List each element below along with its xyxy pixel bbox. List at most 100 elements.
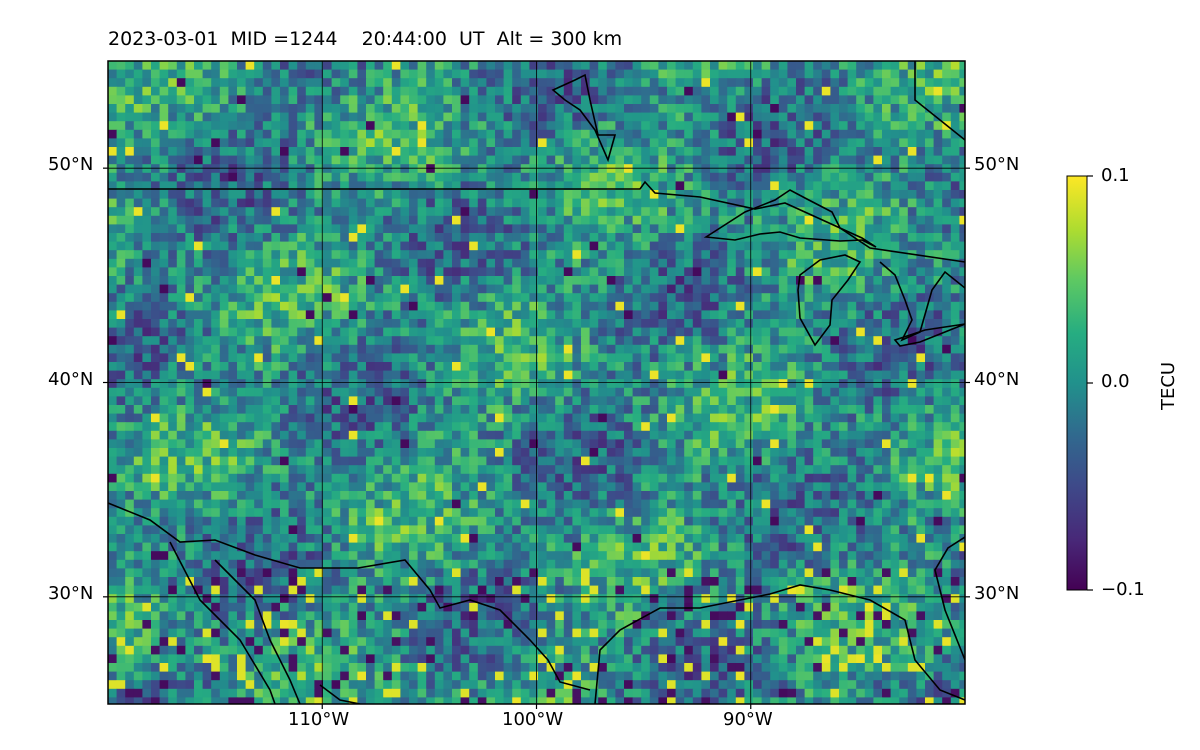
tec-cell: [925, 95, 935, 105]
tec-cell: [245, 95, 255, 105]
tec-cell: [503, 301, 513, 311]
tec-cell: [821, 344, 831, 354]
tec-cell: [727, 86, 737, 96]
tec-cell: [555, 104, 565, 114]
tec-cell: [624, 104, 634, 114]
tec-cell: [151, 327, 161, 337]
tec-cell: [624, 353, 634, 363]
tec-cell: [684, 172, 694, 182]
tec-cell: [159, 267, 169, 277]
tec-cell: [735, 353, 745, 363]
tec-cell: [262, 147, 272, 157]
tec-cell: [641, 430, 651, 440]
tec-cell: [787, 448, 797, 458]
tec-cell: [718, 422, 728, 432]
tec-cell: [735, 465, 745, 475]
tec-cell: [340, 147, 350, 157]
tec-cell: [606, 301, 616, 311]
tec-cell: [589, 138, 599, 148]
tec-cell: [237, 362, 247, 372]
tec-cell: [486, 456, 496, 466]
tec-cell: [882, 112, 892, 122]
tec-cell: [340, 69, 350, 79]
tec-cell: [503, 379, 513, 389]
tec-cell: [761, 439, 771, 449]
tec-cell: [520, 155, 530, 165]
tec-cell: [237, 78, 247, 88]
tec-cell: [804, 439, 814, 449]
tec-cell: [899, 344, 909, 354]
tec-cell: [813, 258, 823, 268]
tec-cell: [503, 155, 513, 165]
tec-cell: [125, 78, 135, 88]
tec-cell: [477, 267, 487, 277]
tec-cell: [649, 473, 659, 483]
tec-cell: [383, 155, 393, 165]
tec-cell: [202, 370, 212, 380]
tec-cell: [357, 172, 367, 182]
tec-cell: [856, 319, 866, 329]
tec-cell: [839, 241, 849, 251]
tec-cell: [219, 61, 229, 71]
tec-cell: [288, 293, 298, 303]
tec-cell: [589, 362, 599, 372]
tec-cell: [194, 465, 204, 475]
tec-cell: [280, 276, 290, 286]
tec-cell: [520, 310, 530, 320]
tec-cell: [882, 473, 892, 483]
tec-cell: [159, 465, 169, 475]
tec-cell: [366, 104, 376, 114]
tec-cell: [512, 207, 522, 217]
tec-cell: [409, 482, 419, 492]
tec-cell: [615, 164, 625, 174]
tec-cell: [108, 276, 118, 286]
tec-cell: [460, 241, 470, 251]
tec-cell: [718, 112, 728, 122]
tec-cell: [331, 310, 341, 320]
tec-cell: [641, 61, 651, 71]
tec-cell: [899, 405, 909, 415]
tec-cell: [718, 430, 728, 440]
tec-cell: [563, 61, 573, 71]
tec-cell: [546, 121, 556, 131]
tec-cell: [417, 267, 427, 277]
tec-cell: [692, 430, 702, 440]
tec-cell: [366, 284, 376, 294]
tec-cell: [933, 430, 943, 440]
tec-cell: [409, 69, 419, 79]
tec-cell: [770, 353, 780, 363]
tec-cell: [125, 69, 135, 79]
tec-cell: [202, 181, 212, 191]
tec-cell: [589, 207, 599, 217]
tec-cell: [770, 482, 780, 492]
tec-cell: [469, 147, 479, 157]
tec-cell: [925, 387, 935, 397]
tec-cell: [219, 482, 229, 492]
tec-cell: [753, 456, 763, 466]
tec-cell: [366, 241, 376, 251]
tec-cell: [563, 129, 573, 139]
tec-cell: [529, 121, 539, 131]
tec-cell: [151, 310, 161, 320]
tec-cell: [925, 215, 935, 225]
tec-cell: [796, 413, 806, 423]
tec-cell: [658, 362, 668, 372]
tec-cell: [873, 172, 883, 182]
tec-cell: [133, 181, 143, 191]
tec-cell: [813, 276, 823, 286]
tec-cell: [821, 224, 831, 234]
tec-cell: [159, 121, 169, 131]
tec-cell: [400, 448, 410, 458]
tec-cell: [632, 95, 642, 105]
tec-cell: [426, 112, 436, 122]
tec-cell: [606, 224, 616, 234]
tec-cell: [959, 112, 965, 122]
tec-cell: [426, 207, 436, 217]
tec-cell: [125, 95, 135, 105]
tec-cell: [701, 430, 711, 440]
tec-cell: [563, 353, 573, 363]
tec-cell: [383, 370, 393, 380]
tec-cell: [813, 422, 823, 432]
tec-cell: [744, 439, 754, 449]
tec-cell: [194, 147, 204, 157]
